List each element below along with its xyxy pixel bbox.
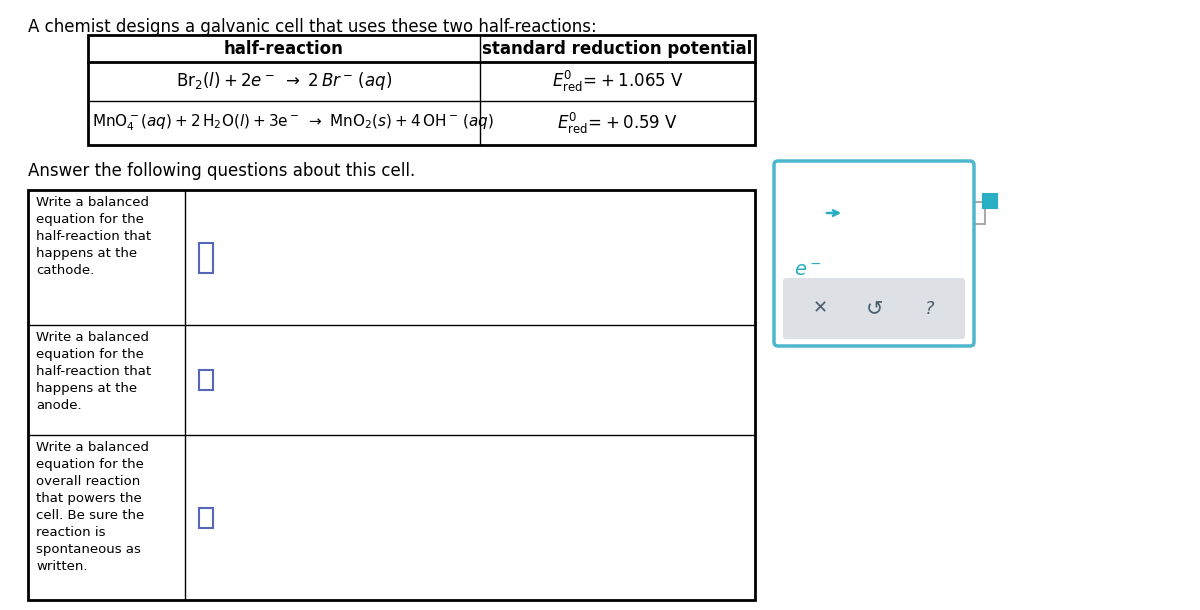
Bar — [88, 35, 755, 145]
Text: $E^{0}_{\mathrm{red}}\!=\!+1.065\ \mathrm{V}$: $E^{0}_{\mathrm{red}}\!=\!+1.065\ \mathr… — [552, 69, 684, 94]
Bar — [199, 508, 214, 528]
Text: $e^-$: $e^-$ — [794, 260, 822, 279]
Bar — [199, 370, 214, 390]
Text: Write a balanced
equation for the
half-reaction that
happens at the
anode.: Write a balanced equation for the half-r… — [36, 331, 151, 412]
FancyBboxPatch shape — [784, 278, 965, 339]
Text: Answer the following questions about this cell.: Answer the following questions about thi… — [28, 162, 415, 180]
Text: ✕: ✕ — [812, 300, 828, 317]
Text: Write a balanced
equation for the
overall reaction
that powers the
cell. Be sure: Write a balanced equation for the overal… — [36, 441, 149, 573]
Bar — [964, 202, 985, 224]
Text: A chemist designs a galvanic cell that uses these two half-reactions:: A chemist designs a galvanic cell that u… — [28, 18, 596, 36]
Text: ?: ? — [925, 300, 935, 317]
Bar — [28, 190, 755, 600]
Bar — [906, 277, 920, 291]
Text: half-reaction: half-reaction — [224, 40, 344, 57]
Bar — [199, 243, 214, 273]
FancyBboxPatch shape — [774, 161, 974, 346]
Text: Write a balanced
equation for the
half-reaction that
happens at the
cathode.: Write a balanced equation for the half-r… — [36, 196, 151, 277]
Text: $\mathrm{MnO_4^-\mathit{(aq)}+2\,H_2O\mathit{(l)}+3e^-\ \rightarrow\ MnO_2\mathi: $\mathrm{MnO_4^-\mathit{(aq)}+2\,H_2O\ma… — [92, 113, 493, 133]
Text: standard reduction potential: standard reduction potential — [482, 40, 752, 57]
Bar — [888, 202, 910, 224]
Text: $E^{0}_{\mathrm{red}}\!=\!+0.59\ \mathrm{V}$: $E^{0}_{\mathrm{red}}\!=\!+0.59\ \mathrm… — [557, 110, 678, 135]
Bar — [888, 259, 910, 281]
Bar — [800, 202, 822, 224]
Text: $\mathrm{Br_2(\it{l})+2e^-\ \rightarrow\ 2\,Br^-\,(\mathit{aq})}$: $\mathrm{Br_2(\it{l})+2e^-\ \rightarrow\… — [176, 71, 392, 93]
Text: x10: x10 — [907, 284, 925, 294]
Bar — [846, 202, 868, 224]
Bar — [983, 194, 997, 208]
Bar — [908, 222, 922, 236]
Text: ↺: ↺ — [866, 298, 883, 318]
